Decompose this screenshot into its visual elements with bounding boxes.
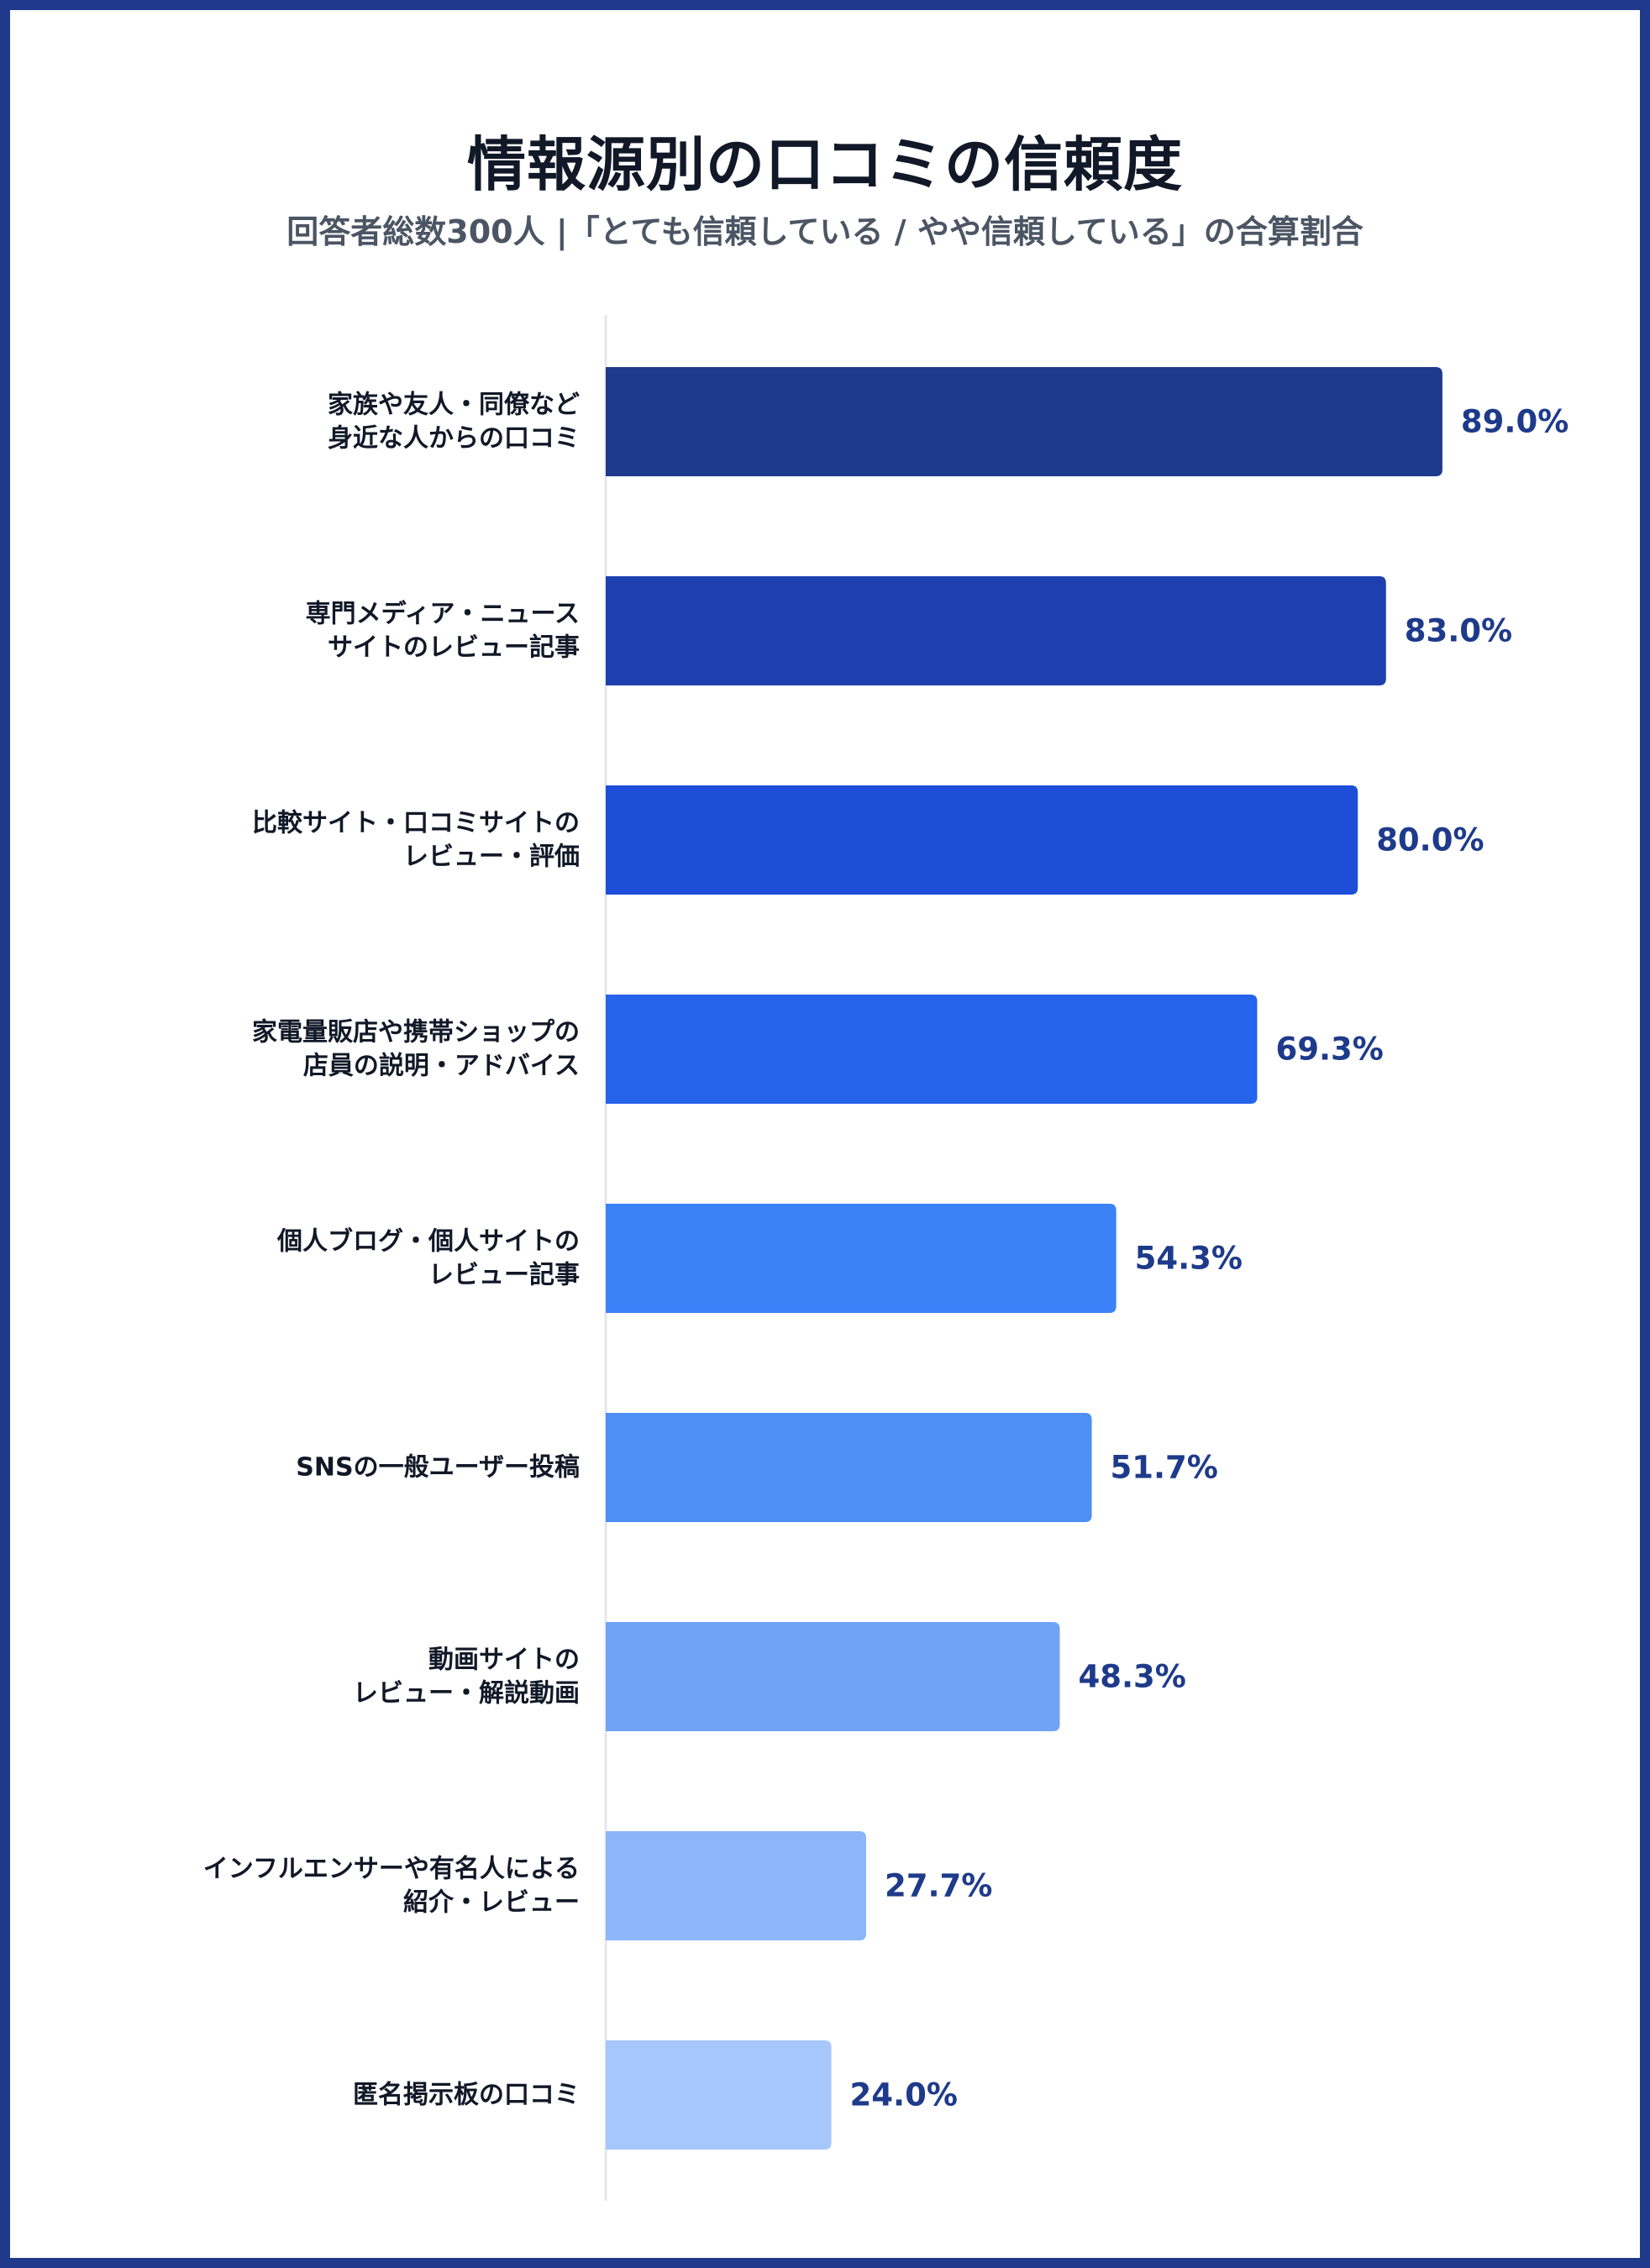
category-label-7-line-1: 動画サイトの (428, 1646, 580, 1675)
bar-2 (606, 576, 1386, 685)
category-label-1-line-1: 家族や友人・同僚など (328, 391, 580, 420)
category-label-2-line-2: サイトのレビュー記事 (328, 633, 580, 663)
bar-4 (606, 995, 1258, 1104)
category-label-7-line-2: レビュー・解説動画 (353, 1679, 580, 1709)
bar-7 (606, 1622, 1060, 1731)
value-label-5: 54.3% (1135, 1241, 1243, 1277)
value-label-7: 48.3% (1078, 1659, 1185, 1695)
bar-5 (606, 1204, 1117, 1313)
category-label-8-line-2: 紹介・レビュー (403, 1888, 580, 1918)
value-label-8: 27.7% (885, 1868, 992, 1904)
category-label-4-line-2: 店員の説明・アドバイス (303, 1052, 580, 1081)
value-label-2: 83.0% (1405, 613, 1512, 649)
value-label-6: 51.7% (1111, 1450, 1218, 1486)
bar-8 (606, 1831, 866, 1940)
bar-3 (606, 785, 1358, 895)
category-label-1-line-2: 身近な人からの口コミ (328, 424, 580, 454)
category-label-5-line-2: レビュー記事 (428, 1261, 580, 1290)
value-label-9: 24.0% (850, 2077, 958, 2113)
chart-title: 情報源別の口コミの信頼度 (467, 130, 1183, 199)
category-label-5-line-1: 個人ブログ・個人サイトの (276, 1227, 580, 1257)
value-label-4: 69.3% (1275, 1032, 1383, 1068)
chart-subtitle: 回答者総数300人 |「とても信頼している / やや信頼している」の合算割合 (286, 213, 1364, 250)
value-label-1: 89.0% (1461, 404, 1569, 440)
category-label-2-line-1: 専門メディア・ニュース (306, 600, 580, 629)
bar-9 (606, 2040, 832, 2150)
category-label-9-line-1: 匿名掲示板の口コミ (353, 2081, 580, 2110)
category-label-3-line-2: レビュー・評価 (403, 843, 580, 872)
category-label-8-line-1: インフルエンサーや有名人による (203, 1855, 580, 1884)
category-label-6-line-1: SNSの一般ユーザー投稿 (296, 1453, 580, 1483)
category-label-4-line-1: 家電量販店や携帯ショップの (252, 1018, 580, 1047)
value-label-3: 80.0% (1376, 822, 1484, 858)
bar-1 (606, 367, 1442, 476)
category-label-3-line-1: 比較サイト・口コミサイトの (252, 809, 580, 838)
bar-6 (606, 1413, 1092, 1522)
